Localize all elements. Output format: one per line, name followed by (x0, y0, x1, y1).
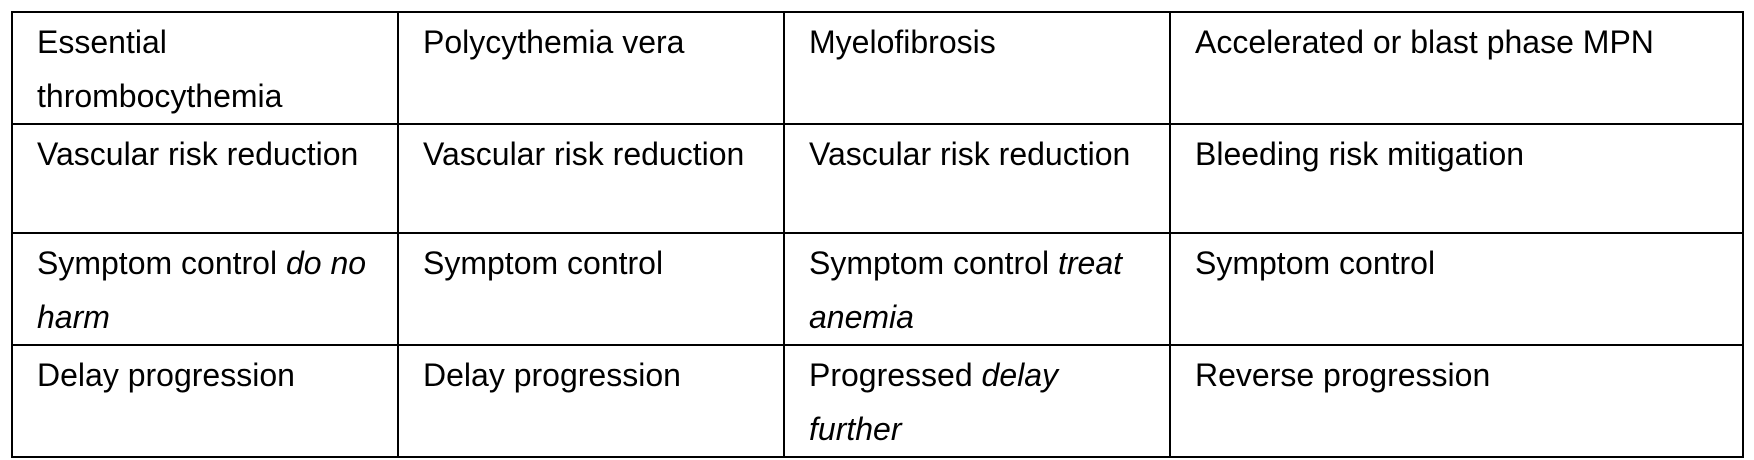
mpn-goals-table: Essential thrombocythemia Polycythemia v… (11, 11, 1744, 458)
table-row: Delay progression Delay progression Prog… (11, 344, 1744, 458)
cell-text: Polycythemia vera (423, 24, 685, 60)
cell-text: Vascular risk reduction (423, 136, 745, 172)
table-cell: Symptom control (397, 232, 785, 346)
table-cell: Myelofibrosis (783, 11, 1171, 125)
cell-emphasis: treat anemia (809, 245, 1122, 335)
cell-text: Symptom control (423, 245, 664, 281)
table-cell: Symptom control do no harm (11, 232, 399, 346)
cell-text: Symptom control (37, 245, 286, 281)
table-cell: Polycythemia vera (397, 11, 785, 125)
cell-text: Symptom control (1195, 245, 1436, 281)
table-cell: Vascular risk reduction (783, 123, 1171, 234)
cell-text: Bleeding risk mitigation (1195, 136, 1525, 172)
table-cell: Progressed delay further (783, 344, 1171, 458)
table-cell: Vascular risk reduction (397, 123, 785, 234)
table-cell: Essential thrombocythemia (11, 11, 399, 125)
table-row: Symptom control do no harm Symptom contr… (11, 232, 1744, 346)
table-cell: Bleeding risk mitigation (1169, 123, 1744, 234)
cell-text: Delay progression (37, 357, 295, 393)
cell-text: Vascular risk reduction (809, 136, 1131, 172)
cell-text: Delay progression (423, 357, 681, 393)
table-cell: Reverse progression (1169, 344, 1744, 458)
cell-text: Myelofibrosis (809, 24, 996, 60)
cell-emphasis: delay further (809, 357, 1059, 447)
cell-text: Vascular risk reduction (37, 136, 359, 172)
table-cell: Delay progression (397, 344, 785, 458)
table-row: Vascular risk reduction Vascular risk re… (11, 123, 1744, 234)
table-row-header: Essential thrombocythemia Polycythemia v… (11, 11, 1744, 125)
table-cell: Delay progression (11, 344, 399, 458)
table-cell: Symptom control treat anemia (783, 232, 1171, 346)
cell-text: Progressed (809, 357, 982, 393)
table-cell: Symptom control (1169, 232, 1744, 346)
table-cell: Accelerated or blast phase MPN (1169, 11, 1744, 125)
cell-text: Accelerated or blast phase MPN (1195, 24, 1654, 60)
table-cell: Vascular risk reduction (11, 123, 399, 234)
cell-text: Symptom control (809, 245, 1058, 281)
cell-text: Reverse progression (1195, 357, 1491, 393)
cell-text: Essential thrombocythemia (37, 24, 283, 114)
cell-emphasis: do no harm (37, 245, 367, 335)
